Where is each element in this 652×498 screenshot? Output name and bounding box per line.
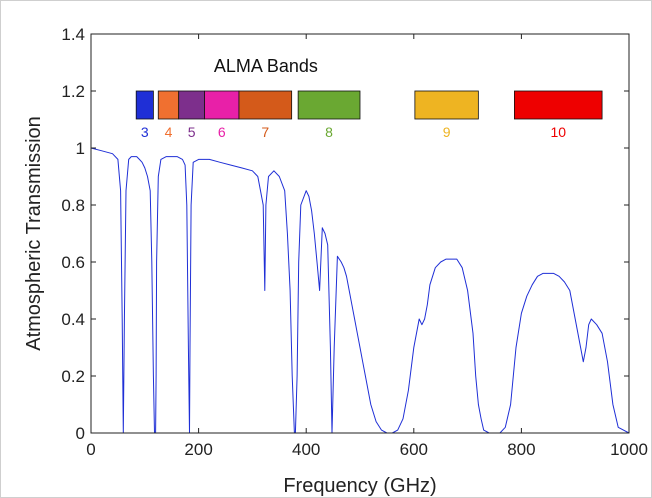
x-tick-label: 200 (184, 440, 212, 459)
band-3-label: 3 (141, 124, 149, 140)
band-6-box (204, 90, 240, 120)
chart-title: ALMA Bands (214, 56, 318, 76)
x-tick-label: 0 (86, 440, 95, 459)
band-3-box (135, 90, 154, 120)
y-tick-label: 0.8 (61, 196, 85, 215)
x-axis-label: Frequency (GHz) (283, 475, 436, 497)
y-tick-label: 1.2 (61, 82, 85, 101)
band-6-label: 6 (218, 124, 226, 140)
band-8-label: 8 (325, 124, 333, 140)
y-axis-label: Atmospheric Transmission (23, 116, 45, 351)
x-tick-label: 600 (400, 440, 428, 459)
y-tick-label: 1 (76, 139, 85, 158)
series-layer (90, 147, 630, 434)
band-10-box (514, 90, 603, 120)
y-tick-label: 0.4 (61, 310, 85, 329)
y-ticks: 0 0.2 0.4 0.6 0.8 1 1.2 1.4 (61, 25, 629, 443)
y-tick-label: 1.4 (61, 25, 85, 44)
band-9-box (414, 90, 479, 120)
band-5-box (178, 90, 205, 120)
x-tick-label: 800 (507, 440, 535, 459)
y-tick-label: 0 (76, 424, 85, 443)
transmission-line (90, 147, 630, 434)
band-7-label: 7 (261, 124, 269, 140)
y-tick-label: 0.6 (61, 253, 85, 272)
bands-layer: 3 4 5 6 7 8 9 10 (135, 90, 603, 140)
band-9-label: 9 (443, 124, 451, 140)
plot-area (90, 33, 630, 434)
x-tick-label: 1000 (610, 440, 648, 459)
x-tick-label: 400 (292, 440, 320, 459)
band-4-label: 4 (165, 124, 173, 140)
band-8-box (297, 90, 361, 120)
band-4-box (157, 90, 180, 120)
band-10-label: 10 (550, 124, 566, 140)
x-ticks: 0 200 400 600 800 1000 (86, 34, 648, 459)
y-tick-label: 0.2 (61, 367, 85, 386)
band-5-label: 5 (188, 124, 196, 140)
band-7-box (238, 90, 293, 120)
